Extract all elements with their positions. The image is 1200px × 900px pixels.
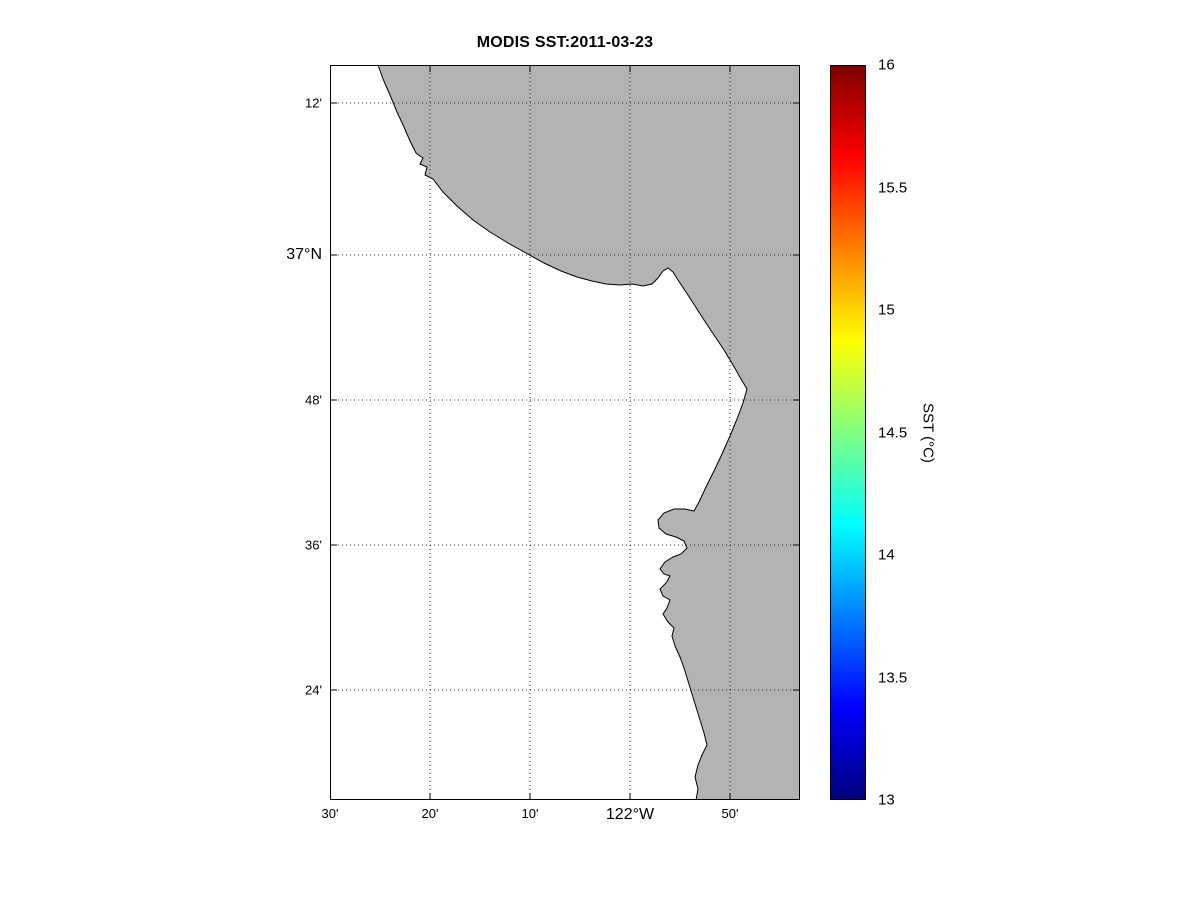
x-tick-label: 10' xyxy=(521,806,539,821)
y-tick-label: 12' xyxy=(305,95,322,111)
y-tick-label: 37°N xyxy=(286,246,322,263)
map-plot-area xyxy=(330,65,800,800)
colorbar xyxy=(830,65,866,800)
plot-title: MODIS SST:2011-03-23 xyxy=(476,34,654,51)
y-tick-label: 24' xyxy=(305,682,322,698)
y-tick-label: 36' xyxy=(305,537,322,553)
x-tick-label: 30' xyxy=(321,806,339,821)
y-tick-label: 48' xyxy=(305,392,322,408)
x-tick-label: 50' xyxy=(721,806,739,821)
colorbar-tick-label: 16 xyxy=(878,56,895,74)
colorbar-tick-labels: 16 15.5 15 14.5 14 13.5 13 xyxy=(878,57,938,809)
colorbar-tick-label: 14 xyxy=(878,546,895,564)
colorbar-tick-label: 14.5 xyxy=(878,424,908,441)
x-tick-label: 122°W xyxy=(605,806,655,823)
colorbar-tick-label: 15.5 xyxy=(878,179,908,196)
colorbar-tick-label: 13 xyxy=(878,791,895,809)
colorbar-tick-label: 15 xyxy=(878,301,895,319)
x-tick-label: 20' xyxy=(421,806,439,821)
colorbar-axis-label: SST (°C) xyxy=(919,402,937,463)
colorbar-tick-label: 13.5 xyxy=(878,669,908,686)
land-polygon xyxy=(377,65,800,800)
plot-border xyxy=(330,65,800,800)
